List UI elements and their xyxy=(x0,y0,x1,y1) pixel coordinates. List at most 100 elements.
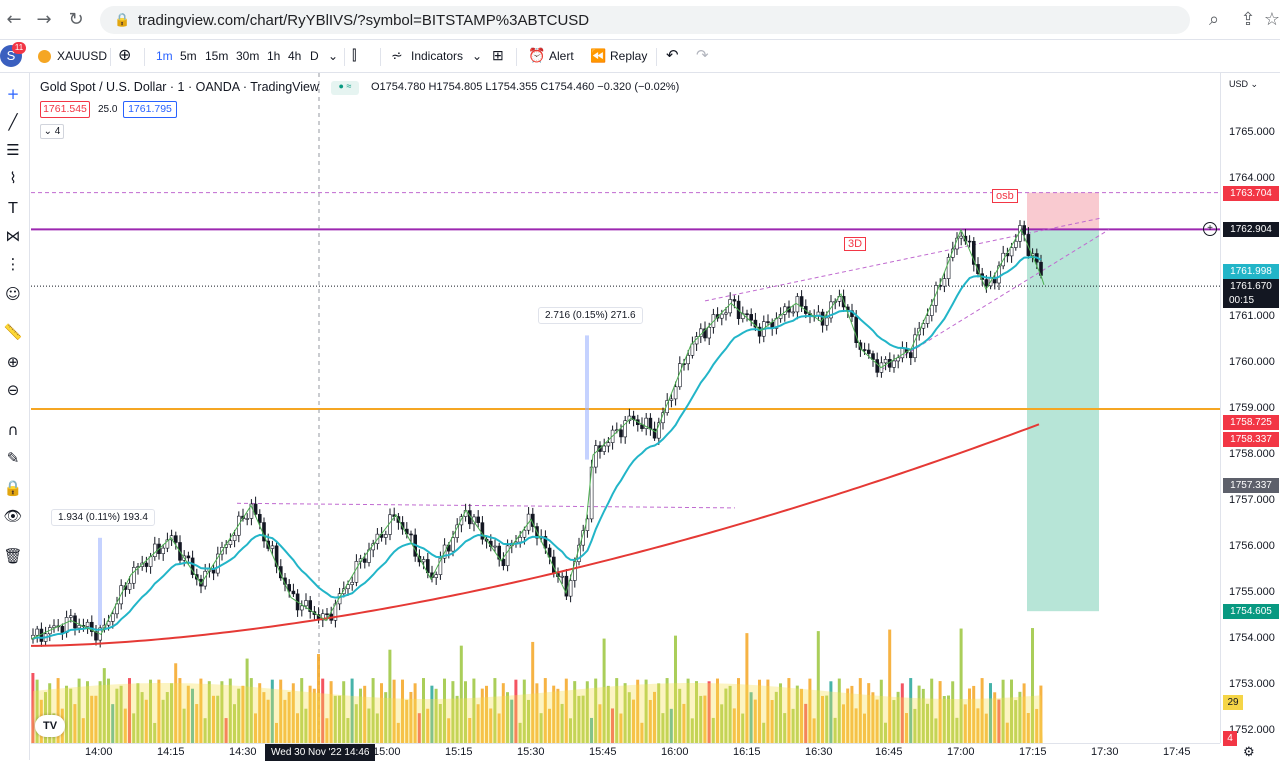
lock-drawing-icon[interactable]: ✎ xyxy=(6,449,20,467)
share-icon[interactable]: ⇪ xyxy=(1240,9,1256,30)
candle-body xyxy=(60,626,65,633)
magnet-icon[interactable]: ∩ xyxy=(7,421,19,439)
price-tick-label: 1754.000 xyxy=(1229,632,1275,644)
volume-bar xyxy=(443,678,446,743)
interval-1m[interactable]: 1m xyxy=(156,49,173,63)
projection-icon[interactable]: ⋈ xyxy=(5,227,21,245)
channel-upper-line xyxy=(704,217,1102,302)
candle-body xyxy=(967,240,972,243)
avatar-letter: S xyxy=(6,48,16,63)
candle-body xyxy=(652,428,657,439)
trash-icon[interactable]: 🗑 xyxy=(3,547,23,565)
candle-body xyxy=(350,582,355,585)
volume-bar xyxy=(648,699,652,743)
arrow-left-icon[interactable]: ← xyxy=(6,9,22,30)
zoom-icon[interactable]: ⌕ xyxy=(1208,9,1220,30)
forecast-icon[interactable]: ⋮ xyxy=(5,255,21,273)
indicators-button[interactable]: Indicators xyxy=(411,49,464,63)
interval-15m[interactable]: 15m xyxy=(205,49,229,63)
chart-canvas[interactable] xyxy=(31,73,1220,743)
interval-5m[interactable]: 5m xyxy=(180,49,197,63)
volume-bar xyxy=(661,713,665,743)
candle-body xyxy=(997,265,1001,284)
measure-label-right: 2.716 (0.15%) 271.6 xyxy=(538,307,643,324)
trend-line-icon[interactable]: ╱ xyxy=(8,113,18,131)
candles-icon[interactable]: ⫿ xyxy=(352,47,357,63)
volume-bar xyxy=(287,691,291,743)
fib-icon[interactable]: ☰ xyxy=(6,141,20,159)
ruler-icon[interactable]: 📏 xyxy=(3,323,23,341)
divider xyxy=(144,48,145,66)
alert-button[interactable]: Alert xyxy=(549,49,574,63)
volume-bar xyxy=(711,717,715,743)
volume-bar xyxy=(951,681,955,743)
interval-1h[interactable]: 1h xyxy=(267,49,281,63)
volume-bar xyxy=(644,679,648,743)
interval-4h[interactable]: 4h xyxy=(288,49,302,63)
chevron-down-icon[interactable]: ⌄ xyxy=(328,49,339,63)
price-axis[interactable]: USD ⌄ 1765.000 1764.000 1761.000 1760.000 17… xyxy=(1203,73,1280,746)
volume-bar xyxy=(560,703,564,743)
legend-title: Gold Spot / U.S. Dollar · 1 · OANDA · Tr… xyxy=(40,80,320,94)
indicators-icon[interactable]: ⩫ xyxy=(391,47,403,63)
volume-bar xyxy=(329,681,333,743)
price-tick-label: 1759.000 xyxy=(1229,402,1275,414)
eye-toggle-icon[interactable]: ● ≈ xyxy=(331,81,359,95)
crosshair-icon[interactable]: + xyxy=(6,85,20,103)
volume-bar xyxy=(602,638,606,743)
chevron-down-icon[interactable]: ⌄ xyxy=(472,49,483,63)
volume-bar xyxy=(367,708,371,743)
alert-clock-icon[interactable]: ⏰ xyxy=(528,47,546,63)
interval-30m[interactable]: 30m xyxy=(236,49,260,63)
pattern-icon[interactable]: ⌇ xyxy=(9,169,17,187)
interval-d[interactable]: D xyxy=(310,49,319,63)
replay-button[interactable]: Replay xyxy=(610,49,648,63)
text-icon[interactable]: T xyxy=(8,199,18,217)
candle-body xyxy=(383,534,388,538)
candle-body xyxy=(199,578,203,587)
notification-count: 11 xyxy=(14,43,24,52)
volume-bar xyxy=(237,688,241,743)
star-icon[interactable]: ☆ xyxy=(1263,9,1280,30)
volume-bar xyxy=(854,708,858,743)
layout-grid-icon[interactable]: ⊞ xyxy=(492,47,504,63)
volume-bar xyxy=(157,679,161,743)
volume-bar xyxy=(279,679,283,743)
eye-icon[interactable]: 👁 xyxy=(3,507,23,525)
volume-bar xyxy=(762,722,766,743)
compare-plus-icon[interactable]: ⊕ xyxy=(118,47,132,64)
volume-bar xyxy=(312,688,316,743)
arrow-right-icon[interactable]: → xyxy=(36,9,52,30)
chart-pane[interactable]: Gold Spot / U.S. Dollar · 1 · OANDA · Tr… xyxy=(31,73,1220,743)
time-axis[interactable]: 14:00 14:15 14:30 15:00 15:15 15:30 15:45 16:00… xyxy=(31,743,1255,761)
reload-icon[interactable]: ↻ xyxy=(68,9,84,30)
replay-icon[interactable]: ⏪ xyxy=(590,48,607,63)
volume-bar xyxy=(207,681,211,743)
add-alert-icon[interactable]: + xyxy=(1203,222,1217,236)
emoji-icon[interactable]: ☺ xyxy=(5,285,21,303)
candle-body xyxy=(438,557,443,575)
volume-bar xyxy=(186,685,190,743)
candle-body xyxy=(493,545,497,548)
settings-gear-icon[interactable]: ⚙ xyxy=(1243,744,1255,759)
candle-body xyxy=(291,590,296,595)
volume-bar xyxy=(291,683,295,743)
currency-selector[interactable]: USD ⌄ xyxy=(1229,79,1259,89)
ask-price-button[interactable]: 1761.795 xyxy=(123,101,177,118)
address-bar[interactable]: 🔒 tradingview.com/chart/RyYBlIVS/?symbol… xyxy=(100,6,1190,34)
undo-icon[interactable]: ↶ xyxy=(666,47,679,64)
divider xyxy=(344,48,345,66)
volume-bar xyxy=(447,718,451,743)
time-tick-label: 17:30 xyxy=(1091,746,1119,758)
volume-bar xyxy=(1035,708,1039,743)
candle-body xyxy=(547,547,552,558)
candle-body xyxy=(161,547,165,555)
symbol-search-button[interactable]: XAUUSD xyxy=(57,49,108,63)
zoom-out-icon[interactable]: ⊖ xyxy=(6,381,20,399)
zoom-in-icon[interactable]: ⊕ xyxy=(6,353,20,371)
indicators-collapse-button[interactable]: ⌄ 4 xyxy=(40,124,64,139)
time-tick-label: 16:15 xyxy=(733,746,761,758)
redo-icon[interactable]: ↷ xyxy=(696,47,709,64)
lock-icon[interactable]: 🔒 xyxy=(3,479,23,497)
bid-price-button[interactable]: 1761.545 xyxy=(40,101,90,118)
